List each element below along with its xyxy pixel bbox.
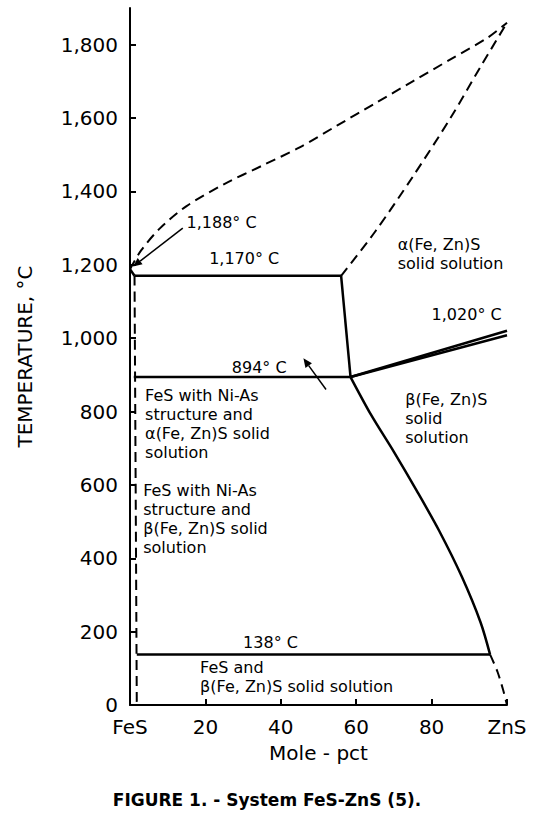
svg-text:60: 60 (343, 715, 368, 739)
svg-text:solid solution: solid solution (398, 254, 504, 273)
svg-text:β(Fe, Zn)S solid: β(Fe, Zn)S solid (143, 519, 268, 538)
svg-text:FIGURE 1. - System FeS-ZnS (5): FIGURE 1. - System FeS-ZnS (5). (113, 790, 421, 810)
svg-text:1,170° C: 1,170° C (209, 249, 279, 268)
svg-text:80: 80 (419, 715, 444, 739)
svg-text:FeS with Ni-As: FeS with Ni-As (145, 386, 259, 405)
svg-text:α(Fe, Zn)S: α(Fe, Zn)S (398, 235, 481, 254)
svg-text:solution: solution (143, 538, 206, 557)
svg-text:138° C: 138° C (243, 633, 298, 652)
svg-text:0: 0 (105, 693, 118, 717)
svg-text:solid: solid (405, 409, 442, 428)
svg-text:1,020° C: 1,020° C (432, 305, 502, 324)
svg-text:solution: solution (145, 443, 208, 462)
svg-text:1,800: 1,800 (61, 33, 118, 57)
svg-text:20: 20 (193, 715, 218, 739)
svg-text:solution: solution (405, 428, 468, 447)
svg-text:α(Fe, Zn)S solid: α(Fe, Zn)S solid (145, 424, 270, 443)
svg-text:1,600: 1,600 (61, 106, 118, 130)
svg-text:600: 600 (80, 473, 118, 497)
svg-text:ZnS: ZnS (487, 715, 526, 739)
svg-text:40: 40 (268, 715, 293, 739)
svg-text:800: 800 (80, 400, 118, 424)
svg-text:1,200: 1,200 (61, 253, 118, 277)
svg-text:1,000: 1,000 (61, 326, 118, 350)
svg-text:FeS and: FeS and (200, 658, 264, 677)
svg-text:1,400: 1,400 (61, 179, 118, 203)
svg-text:FeS: FeS (112, 715, 147, 739)
svg-text:TEMPERATURE, °C: TEMPERATURE, °C (13, 265, 37, 448)
svg-text:200: 200 (80, 620, 118, 644)
svg-text:1,188° C: 1,188° C (187, 213, 257, 232)
svg-text:894° C: 894° C (232, 358, 287, 377)
svg-text:β(Fe, Zn)S solid solution: β(Fe, Zn)S solid solution (200, 677, 393, 696)
svg-text:β(Fe, Zn)S: β(Fe, Zn)S (405, 390, 487, 409)
svg-text:Mole - pct: Mole - pct (269, 741, 368, 765)
svg-text:400: 400 (80, 546, 118, 570)
svg-text:structure and: structure and (145, 405, 253, 424)
svg-text:structure and: structure and (143, 500, 251, 519)
svg-text:FeS with Ni-As: FeS with Ni-As (143, 481, 257, 500)
